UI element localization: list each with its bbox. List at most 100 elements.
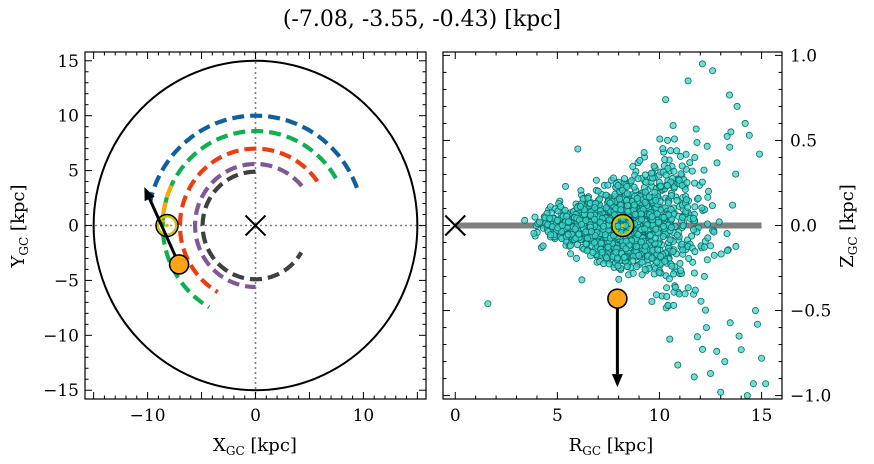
spiral-arm-1 xyxy=(148,113,359,202)
scatter-point xyxy=(717,388,725,396)
scatter-point xyxy=(679,222,687,230)
scatter-point xyxy=(606,199,614,207)
scatter-point xyxy=(624,202,632,210)
scatter-point xyxy=(602,204,610,212)
scatter-point xyxy=(536,218,544,226)
scatter-point xyxy=(634,175,642,183)
scatter-point xyxy=(681,290,689,298)
scatter-point xyxy=(640,148,648,156)
scatter-point xyxy=(596,195,604,203)
scatter-point xyxy=(664,301,672,309)
scatter-point xyxy=(615,195,623,203)
scatter-point xyxy=(601,231,609,239)
scatter-point xyxy=(614,262,622,270)
right-panel-rz-view: 0 5 10 15 −1.0 −0.5 0.0 0.5 1.0 RGC [kpc] ZGC [k… xyxy=(442,46,860,458)
scatter-point xyxy=(651,188,659,196)
scatter-point xyxy=(671,283,679,291)
scatter-point xyxy=(726,319,734,327)
scatter-point xyxy=(702,324,710,332)
scatter-point xyxy=(708,202,716,210)
left-y-tick-label: 10 xyxy=(57,107,79,127)
scatter-point xyxy=(624,207,632,215)
scatter-point xyxy=(575,230,583,238)
left-y-tick-label: 15 xyxy=(57,52,79,72)
scatter-point xyxy=(587,227,595,235)
scatter-point xyxy=(758,354,766,362)
scatter-point xyxy=(633,263,641,271)
scatter-point xyxy=(707,242,715,250)
scatter-point xyxy=(657,252,665,260)
scatter-point xyxy=(620,253,628,261)
scatter-point xyxy=(553,216,561,224)
scatter-point xyxy=(679,246,687,254)
scatter-point xyxy=(663,292,671,300)
scatter-point xyxy=(653,210,661,218)
scatter-point xyxy=(638,271,646,279)
right-plot-area xyxy=(444,60,770,399)
scatter-point xyxy=(732,242,740,250)
right-sun-outer-ring xyxy=(610,213,635,238)
spiral-arm-3 xyxy=(160,184,174,223)
scatter-point xyxy=(614,181,622,189)
scatter-point xyxy=(673,196,681,204)
scatter-point xyxy=(702,306,710,314)
scatter-point xyxy=(484,300,492,308)
left-y-tick-label: 5 xyxy=(68,162,79,182)
right-sun-center-dot xyxy=(620,223,625,228)
scatter-point xyxy=(631,210,639,218)
scatter-point xyxy=(652,291,660,299)
scatter-point xyxy=(690,269,698,277)
scatter-point xyxy=(686,159,694,167)
scatter-point xyxy=(582,240,590,248)
right-y-tick-label: 0.5 xyxy=(790,131,817,151)
scatter-point xyxy=(641,188,649,196)
scatter-point xyxy=(604,243,612,251)
scatter-point xyxy=(677,267,685,275)
scatter-point xyxy=(662,171,670,179)
scatter-point xyxy=(531,213,539,221)
left-y-tick-label: −15 xyxy=(43,381,79,401)
scatter-point xyxy=(669,248,677,256)
scatter-point xyxy=(623,262,631,270)
scatter-point xyxy=(717,250,725,258)
scatter-point xyxy=(752,306,760,314)
scatter-point xyxy=(660,213,668,221)
left-velocity-arrow xyxy=(144,187,181,266)
scatter-point xyxy=(727,128,735,136)
scatter-point xyxy=(638,258,646,266)
scatter-point xyxy=(610,174,618,182)
left-galactic-center-marker xyxy=(244,214,267,237)
right-x-tick-label: 5 xyxy=(552,406,563,426)
scatter-point xyxy=(691,286,699,294)
scatter-point xyxy=(705,187,713,195)
scatter-point xyxy=(546,214,554,222)
scatter-point xyxy=(605,260,613,268)
scatter-point xyxy=(668,191,676,199)
scatter-point xyxy=(704,234,712,242)
scatter-point xyxy=(591,215,599,223)
scatter-point xyxy=(614,222,622,230)
scatter-point xyxy=(584,234,592,242)
left-velocity-arrow-shaft xyxy=(148,198,181,266)
scatter-point xyxy=(671,135,679,143)
scatter-point xyxy=(723,230,731,238)
scatter-point xyxy=(699,345,707,353)
scatter-point xyxy=(691,179,699,187)
scatter-point xyxy=(729,201,737,209)
scatter-point xyxy=(697,297,705,305)
scatter-point xyxy=(621,175,629,183)
scatter-point xyxy=(664,199,672,207)
scatter-point xyxy=(754,320,762,328)
scatter-point xyxy=(674,361,682,369)
scatter-point xyxy=(530,229,538,237)
scatter-point xyxy=(676,259,684,267)
scatter-point xyxy=(659,222,667,230)
scatter-point xyxy=(583,247,591,255)
scatter-point xyxy=(573,241,581,249)
scatter-point xyxy=(577,203,585,211)
scatter-point xyxy=(713,159,721,167)
scatter-point xyxy=(652,196,660,204)
scatter-point xyxy=(707,369,715,377)
right-velocity-arrow xyxy=(611,298,623,388)
scatter-point xyxy=(637,210,645,218)
